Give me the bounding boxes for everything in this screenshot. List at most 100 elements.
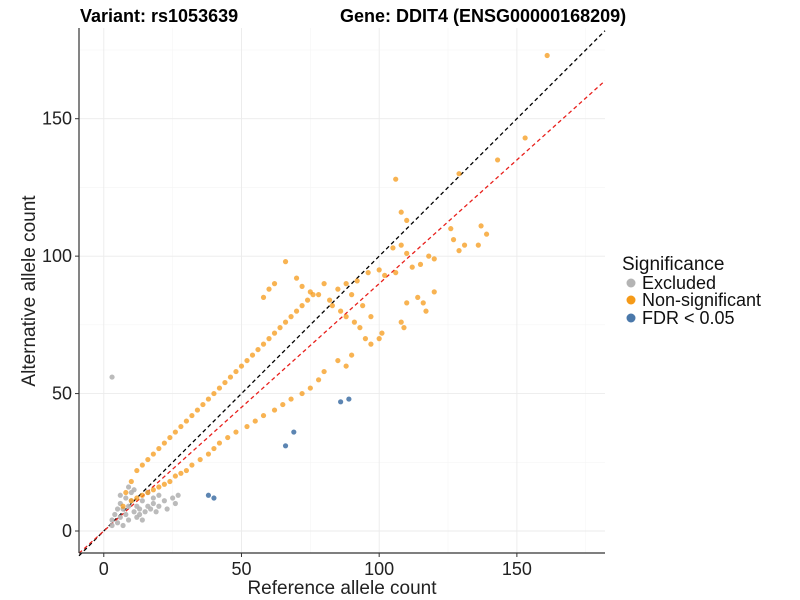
- point-non-significant: [483, 231, 490, 237]
- point-non-significant: [335, 357, 341, 364]
- point-excluded: [148, 506, 154, 512]
- point-non-significant: [343, 281, 349, 287]
- point-non-significant: [183, 418, 190, 424]
- point-non-significant: [288, 314, 294, 320]
- point-non-significant: [404, 250, 410, 256]
- point-non-significant: [420, 300, 426, 306]
- point-non-significant: [161, 440, 167, 446]
- point-non-significant: [222, 379, 228, 386]
- point-non-significant: [327, 297, 333, 303]
- point-non-significant: [393, 270, 399, 276]
- point-excluded: [114, 520, 121, 526]
- point-excluded: [136, 511, 143, 518]
- point-non-significant: [456, 171, 462, 177]
- point-non-significant: [349, 352, 355, 358]
- point-non-significant: [299, 303, 305, 309]
- point-non-significant: [522, 135, 528, 141]
- point-non-significant: [401, 325, 407, 331]
- point-non-significant: [120, 503, 126, 509]
- point-non-significant: [205, 451, 212, 457]
- point-non-significant: [544, 52, 550, 59]
- point-non-significant: [368, 314, 374, 320]
- point-non-significant: [225, 434, 231, 441]
- point-non-significant: [216, 440, 223, 446]
- y-tick-label: 150: [42, 109, 72, 129]
- point-non-significant: [277, 325, 283, 331]
- x-tick-label: 150: [502, 559, 532, 579]
- point-excluded: [150, 500, 156, 507]
- point-non-significant: [398, 319, 404, 325]
- point-non-significant: [266, 336, 272, 342]
- point-non-significant: [156, 484, 162, 490]
- point-non-significant: [398, 209, 404, 215]
- point-non-significant: [139, 462, 145, 468]
- point-non-significant: [293, 275, 300, 281]
- point-non-significant: [205, 396, 212, 402]
- point-non-significant: [376, 267, 382, 273]
- y-tick-label: 100: [42, 246, 72, 266]
- point-non-significant: [365, 270, 371, 276]
- point-non-significant: [376, 336, 382, 342]
- point-non-significant: [249, 352, 256, 358]
- point-non-significant: [321, 368, 327, 375]
- point-non-significant: [233, 368, 239, 375]
- point-non-significant: [189, 412, 195, 419]
- point-fdr-0-05: [291, 429, 297, 435]
- point-excluded: [120, 522, 126, 529]
- point-non-significant: [382, 272, 388, 278]
- point-non-significant: [450, 237, 457, 243]
- point-non-significant: [461, 242, 468, 248]
- point-non-significant: [189, 462, 195, 468]
- point-non-significant: [167, 478, 173, 485]
- point-excluded: [172, 500, 178, 507]
- point-excluded: [123, 495, 129, 501]
- point-non-significant: [150, 451, 156, 457]
- point-non-significant: [478, 223, 484, 229]
- point-non-significant: [456, 248, 462, 254]
- point-non-significant: [315, 292, 322, 298]
- point-non-significant: [310, 292, 316, 298]
- point-non-significant: [211, 390, 217, 397]
- legend-marker-non-significant: [626, 295, 636, 305]
- point-non-significant: [271, 330, 278, 336]
- point-non-significant: [393, 176, 399, 182]
- point-non-significant: [448, 226, 454, 232]
- point-non-significant: [304, 297, 311, 303]
- point-non-significant: [282, 319, 289, 325]
- point-non-significant: [197, 456, 203, 463]
- point-non-significant: [211, 445, 217, 452]
- point-non-significant: [423, 308, 429, 314]
- title-variant: Variant: rs1053639: [80, 6, 238, 26]
- point-non-significant: [299, 390, 305, 397]
- point-excluded: [125, 484, 132, 490]
- point-non-significant: [183, 467, 190, 474]
- point-non-significant: [244, 357, 250, 364]
- point-non-significant: [368, 341, 374, 347]
- x-axis-title: Reference allele count: [247, 578, 437, 599]
- x-tick-label: 0: [99, 559, 109, 579]
- point-non-significant: [415, 294, 421, 300]
- point-non-significant: [260, 294, 267, 300]
- data-points: [109, 52, 550, 529]
- point-excluded: [109, 517, 115, 523]
- point-excluded: [170, 495, 176, 501]
- point-non-significant: [288, 396, 294, 402]
- point-non-significant: [417, 261, 424, 267]
- legend: Significance Excluded Non-significant FD…: [622, 254, 761, 328]
- point-non-significant: [128, 478, 134, 485]
- point-excluded: [150, 495, 156, 501]
- point-non-significant: [134, 495, 140, 501]
- legend-label-fdr: FDR < 0.05: [642, 308, 735, 328]
- y-tick-label: 50: [52, 384, 72, 404]
- point-non-significant: [494, 157, 501, 163]
- point-non-significant: [475, 242, 481, 248]
- point-non-significant: [172, 429, 178, 435]
- point-non-significant: [357, 325, 363, 331]
- point-non-significant: [426, 253, 432, 259]
- point-excluded: [164, 506, 170, 512]
- point-non-significant: [271, 281, 278, 287]
- point-non-significant: [134, 467, 140, 474]
- title-gene: Gene: DDIT4 (ENSG00000168209): [340, 6, 626, 26]
- point-excluded: [125, 517, 132, 523]
- point-non-significant: [329, 303, 335, 309]
